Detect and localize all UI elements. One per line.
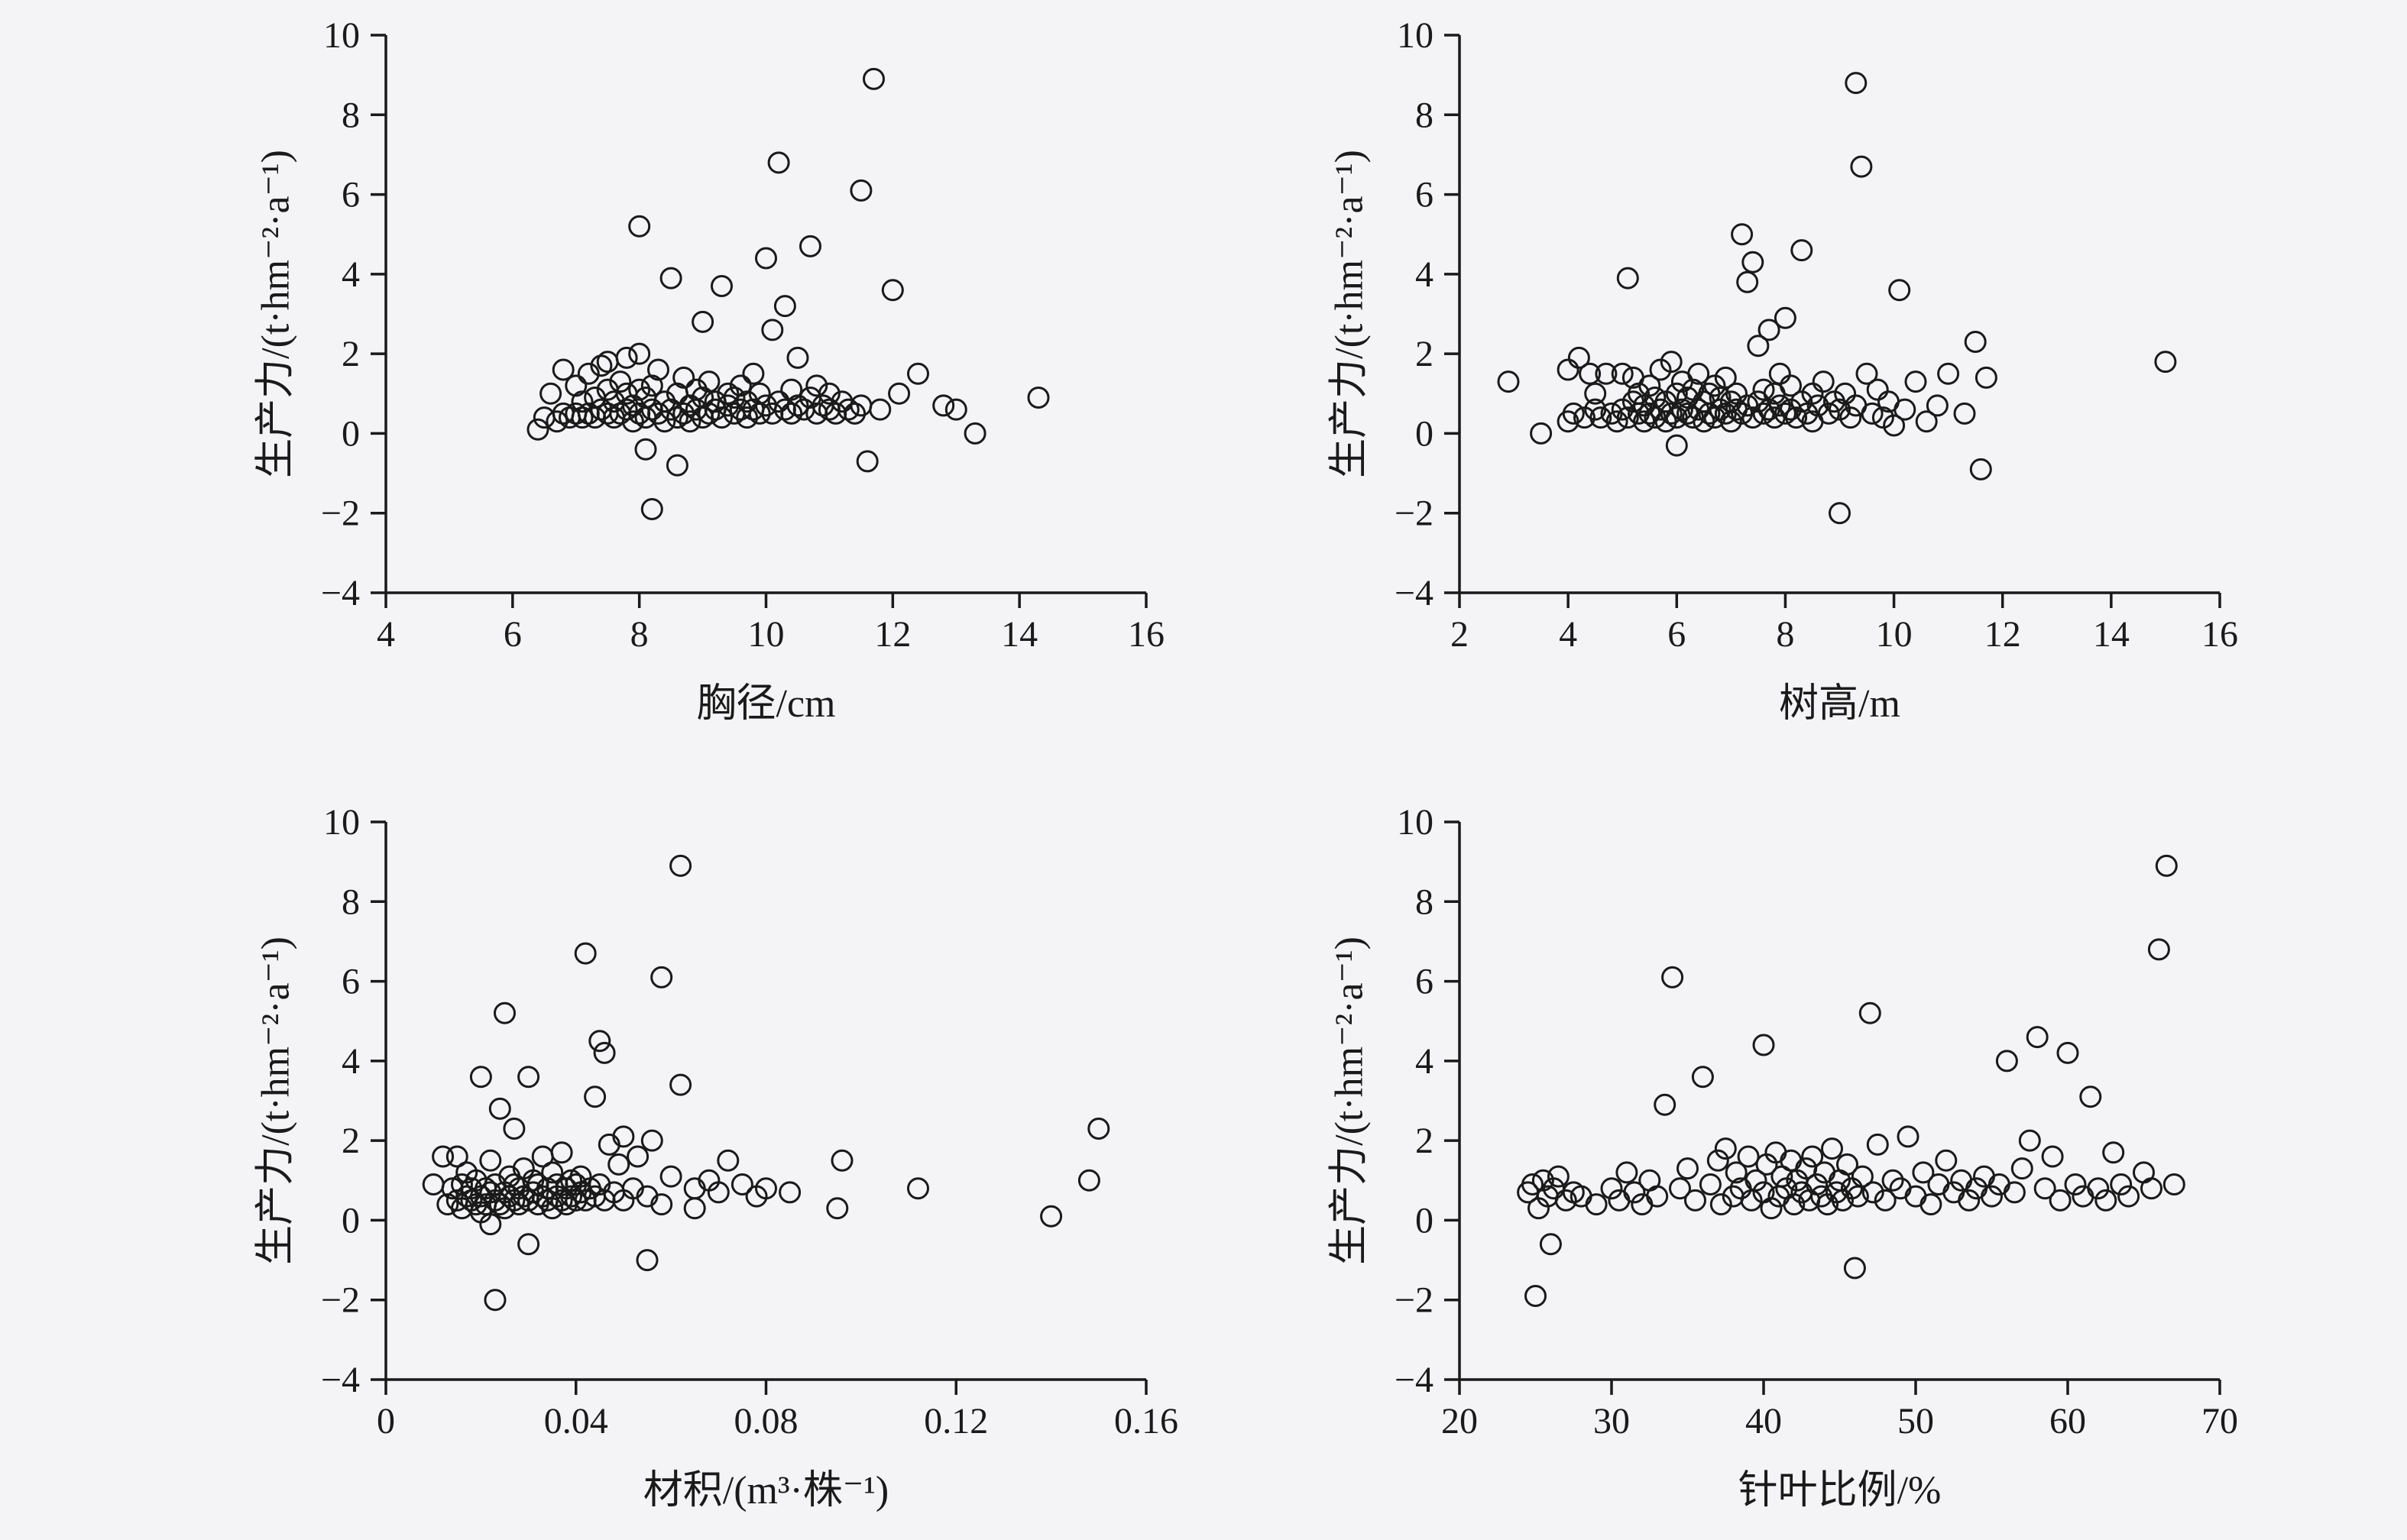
svg-text:4: 4 <box>1559 614 1577 655</box>
x-axis-label-needle-ratio: 针叶比例/% <box>1738 1469 1942 1512</box>
svg-text:30: 30 <box>1593 1401 1630 1441</box>
y-axis-label-productivity: 生产力/(t·hm⁻²·a⁻¹) <box>1327 937 1372 1265</box>
svg-text:−2: −2 <box>1395 493 1434 534</box>
scatter-panel-volume: 0 0.04 0.08 0.12 0.16 −4 −2 0 2 4 6 8 10 材积/(m³·株⁻¹)… <box>31 776 1234 1540</box>
svg-text:0: 0 <box>1415 413 1434 454</box>
svg-text:8: 8 <box>1776 614 1794 655</box>
svg-text:16: 16 <box>1128 614 1165 655</box>
svg-text:2: 2 <box>1450 614 1469 655</box>
svg-text:4: 4 <box>1415 1041 1434 1082</box>
svg-text:6: 6 <box>504 614 522 655</box>
svg-text:6: 6 <box>342 175 360 215</box>
svg-text:14: 14 <box>2093 614 2130 655</box>
scatter-plot-needle-ratio: 20 30 40 50 60 70 −4 −2 0 2 4 6 8 10 <box>1395 802 2238 1441</box>
svg-text:0: 0 <box>342 1200 360 1241</box>
svg-text:10: 10 <box>1397 802 1434 843</box>
svg-text:−2: −2 <box>1395 1280 1434 1321</box>
y-axis-label-productivity: 生产力/(t·hm⁻²·a⁻¹) <box>254 150 298 478</box>
scatter-plot-volume: 0 0.04 0.08 0.12 0.16 −4 −2 0 2 4 6 8 10 <box>321 802 1178 1441</box>
svg-text:10: 10 <box>1397 15 1434 56</box>
svg-text:2: 2 <box>1415 334 1434 374</box>
svg-text:6: 6 <box>1667 614 1686 655</box>
scatter-panel-dbh: 4 6 8 10 12 14 16 −4 −2 0 2 4 6 8 10 胸径/cm 生产力/(t·hm⁻²… <box>31 12 1234 776</box>
svg-text:10: 10 <box>748 614 785 655</box>
svg-text:8: 8 <box>1415 882 1434 922</box>
svg-text:0.12: 0.12 <box>924 1401 988 1441</box>
y-axis-label-productivity: 生产力/(t·hm⁻²·a⁻¹) <box>254 937 298 1265</box>
svg-text:−4: −4 <box>321 573 360 613</box>
svg-text:8: 8 <box>630 614 649 655</box>
scatter-plot-dbh: 4 6 8 10 12 14 16 −4 −2 0 2 4 6 8 10 <box>321 15 1165 655</box>
svg-text:50: 50 <box>1897 1401 1934 1441</box>
scatter-panel-needle-ratio: 20 30 40 50 60 70 −4 −2 0 2 4 6 8 10 针叶比例/% 生产力/(t·hm… <box>1234 776 2407 1540</box>
svg-text:−2: −2 <box>321 1280 360 1321</box>
x-axis-label-tree-height: 树高/m <box>1779 682 1900 726</box>
x-axis-label-dbh: 胸径/cm <box>696 682 836 726</box>
svg-text:6: 6 <box>1415 175 1434 215</box>
svg-text:2: 2 <box>1415 1121 1434 1161</box>
svg-text:−4: −4 <box>1395 573 1434 613</box>
svg-text:4: 4 <box>1415 254 1434 295</box>
svg-text:16: 16 <box>2201 614 2238 655</box>
svg-text:70: 70 <box>2201 1401 2238 1441</box>
svg-text:0: 0 <box>1415 1200 1434 1241</box>
svg-text:−2: −2 <box>321 493 360 534</box>
svg-text:0.16: 0.16 <box>1114 1401 1178 1441</box>
svg-text:12: 12 <box>1984 614 2021 655</box>
svg-text:2: 2 <box>342 1121 360 1161</box>
svg-text:20: 20 <box>1441 1401 1478 1441</box>
svg-text:10: 10 <box>1876 614 1913 655</box>
svg-text:0.04: 0.04 <box>544 1401 608 1441</box>
svg-text:0.08: 0.08 <box>734 1401 799 1441</box>
svg-text:12: 12 <box>874 614 911 655</box>
scatter-plot-tree-height: 2 4 6 8 10 12 14 16 −4 −2 0 2 4 6 8 10 <box>1395 15 2238 655</box>
scatter-panel-tree-height: 2 4 6 8 10 12 14 16 −4 −2 0 2 4 6 8 10 树高/m 生产力/(t·hm⁻²… <box>1234 12 2407 776</box>
svg-text:0: 0 <box>342 413 360 454</box>
svg-text:8: 8 <box>342 882 360 922</box>
svg-text:10: 10 <box>323 802 360 843</box>
svg-text:8: 8 <box>342 95 360 135</box>
svg-text:60: 60 <box>2049 1401 2086 1441</box>
svg-text:0: 0 <box>377 1401 395 1441</box>
y-axis-label-productivity: 生产力/(t·hm⁻²·a⁻¹) <box>1327 150 1372 478</box>
svg-text:6: 6 <box>1415 962 1434 1002</box>
svg-text:4: 4 <box>342 254 360 295</box>
svg-text:10: 10 <box>323 15 360 56</box>
svg-text:4: 4 <box>342 1041 360 1082</box>
svg-text:14: 14 <box>1001 614 1038 655</box>
svg-text:−4: −4 <box>1395 1360 1434 1400</box>
svg-text:40: 40 <box>1745 1401 1782 1441</box>
svg-text:4: 4 <box>377 614 395 655</box>
svg-text:2: 2 <box>342 334 360 374</box>
x-axis-label-volume: 材积/(m³·株⁻¹) <box>643 1469 889 1512</box>
svg-text:6: 6 <box>342 962 360 1002</box>
svg-text:−4: −4 <box>321 1360 360 1400</box>
svg-text:8: 8 <box>1415 95 1434 135</box>
